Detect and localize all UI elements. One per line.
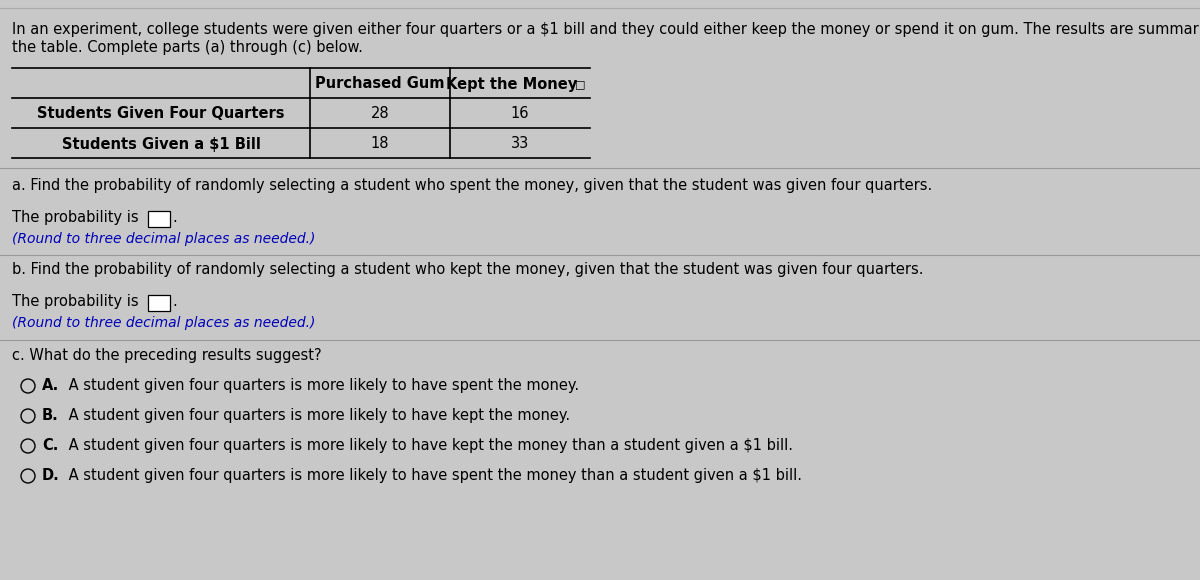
Text: a. Find the probability of randomly selecting a student who spent the money, giv: a. Find the probability of randomly sele… (12, 178, 932, 193)
Text: Students Given a $1 Bill: Students Given a $1 Bill (61, 136, 260, 151)
Text: Purchased Gum: Purchased Gum (316, 77, 445, 92)
Text: 18: 18 (371, 136, 389, 151)
Text: D.: D. (42, 468, 60, 483)
Text: 33: 33 (511, 136, 529, 151)
Bar (148, 211, 170, 227)
Text: .: . (172, 294, 176, 309)
Text: C.: C. (42, 438, 59, 453)
Text: .: . (172, 210, 176, 225)
Text: the table. Complete parts (a) through (c) below.: the table. Complete parts (a) through (c… (12, 40, 362, 55)
Text: The probability is: The probability is (12, 294, 139, 309)
Text: A.: A. (42, 378, 59, 393)
Text: B.: B. (42, 408, 59, 423)
Text: Students Given Four Quarters: Students Given Four Quarters (37, 107, 284, 121)
Text: The probability is: The probability is (12, 210, 139, 225)
Text: 28: 28 (371, 107, 389, 121)
Text: b. Find the probability of randomly selecting a student who kept the money, give: b. Find the probability of randomly sele… (12, 262, 924, 277)
Text: A student given four quarters is more likely to have kept the money.: A student given four quarters is more li… (64, 408, 570, 423)
Text: A student given four quarters is more likely to have kept the money than a stude: A student given four quarters is more li… (64, 438, 793, 453)
Text: A student given four quarters is more likely to have spent the money.: A student given four quarters is more li… (64, 378, 580, 393)
Text: □: □ (575, 79, 586, 89)
Text: 16: 16 (511, 107, 529, 121)
Text: (Round to three decimal places as needed.): (Round to three decimal places as needed… (12, 232, 316, 246)
Text: c. What do the preceding results suggest?: c. What do the preceding results suggest… (12, 348, 322, 363)
Text: Kept the Money: Kept the Money (446, 77, 577, 92)
Text: In an experiment, college students were given either four quarters or a $1 bill : In an experiment, college students were … (12, 22, 1200, 37)
Bar (148, 295, 170, 311)
Text: (Round to three decimal places as needed.): (Round to three decimal places as needed… (12, 316, 316, 330)
Text: A student given four quarters is more likely to have spent the money than a stud: A student given four quarters is more li… (64, 468, 802, 483)
